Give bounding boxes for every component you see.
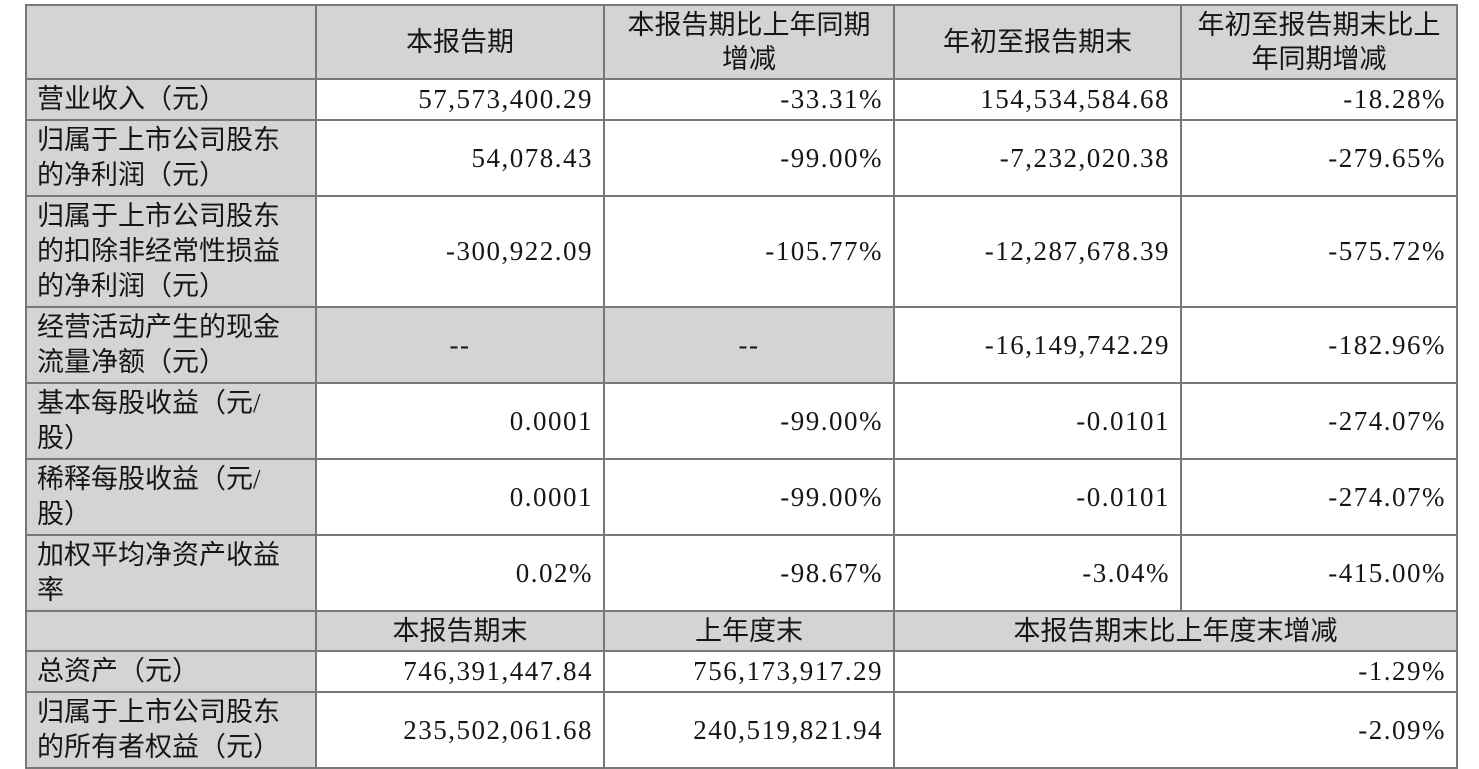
- row-basic-eps: 基本每股收益（元/ 股） 0.0001 -99.00% -0.0101 -274…: [25, 382, 1458, 460]
- value-ytd-vs: -274.07%: [1180, 458, 1458, 536]
- row-total-assets: 总资产（元） 746,391,447.84 756,173,917.29 -1.…: [25, 650, 1458, 693]
- row-label: 归属于上市公司股东 的所有者权益（元）: [25, 691, 317, 769]
- table-subheader-row: 本报告期末 上年度末 本报告期末比上年度末增减: [25, 610, 1458, 652]
- value-ytd-vs: -274.07%: [1180, 382, 1458, 460]
- value-ytd-vs: -575.72%: [1180, 195, 1458, 308]
- row-label: 稀释每股收益（元/ 股）: [25, 458, 317, 536]
- value-current-vs: -98.67%: [603, 534, 895, 612]
- header-current-period-yoy: 本报告期比上年同期 增减: [603, 4, 895, 80]
- row-operating-revenue: 营业收入（元） 57,573,400.29 -33.31% 154,534,58…: [25, 78, 1458, 121]
- value-ytd: 154,534,584.68: [893, 78, 1182, 121]
- value-current-vs: -33.31%: [603, 78, 895, 121]
- row-label: 基本每股收益（元/ 股）: [25, 382, 317, 460]
- row-diluted-eps: 稀释每股收益（元/ 股） 0.0001 -99.00% -0.0101 -274…: [25, 458, 1458, 536]
- value-ytd-vs: -279.65%: [1180, 119, 1458, 197]
- value-current: 54,078.43: [315, 119, 605, 197]
- row-equity-attributable: 归属于上市公司股东 的所有者权益（元） 235,502,061.68 240,5…: [25, 691, 1458, 769]
- value-current: 0.0001: [315, 458, 605, 536]
- value-ytd: -16,149,742.29: [893, 306, 1182, 384]
- row-label: 营业收入（元）: [25, 78, 317, 121]
- subheader-period-end: 本报告期末: [315, 610, 605, 652]
- value-current: 57,573,400.29: [315, 78, 605, 121]
- financial-summary-table: 本报告期 本报告期比上年同期 增减 年初至报告期末 年初至报告期末比上 年同期增…: [25, 4, 1458, 769]
- row-net-profit-attributable: 归属于上市公司股东 的净利润（元） 54,078.43 -99.00% -7,2…: [25, 119, 1458, 197]
- table-header-row: 本报告期 本报告期比上年同期 增减 年初至报告期末 年初至报告期末比上 年同期增…: [25, 4, 1458, 80]
- value-ytd: -12,287,678.39: [893, 195, 1182, 308]
- value-ytd-vs: -18.28%: [1180, 78, 1458, 121]
- subheader-period-end-vs-prev: 本报告期末比上年度末增减: [893, 610, 1458, 652]
- row-label: 总资产（元）: [25, 650, 317, 693]
- header-blank-cell: [25, 4, 317, 80]
- value-period-end: 746,391,447.84: [315, 650, 605, 693]
- row-label: 归属于上市公司股东 的扣除非经常性损益 的净利润（元）: [25, 195, 317, 308]
- value-ytd: -0.0101: [893, 382, 1182, 460]
- value-current-vs: --: [603, 306, 895, 384]
- row-label: 经营活动产生的现金 流量净额（元）: [25, 306, 317, 384]
- value-current: 0.02%: [315, 534, 605, 612]
- value-ytd: -7,232,020.38: [893, 119, 1182, 197]
- header-current-period: 本报告期: [315, 4, 605, 80]
- header-ytd-yoy: 年初至报告期末比上 年同期增减: [1180, 4, 1458, 80]
- row-label: 归属于上市公司股东 的净利润（元）: [25, 119, 317, 197]
- value-current-vs: -105.77%: [603, 195, 895, 308]
- value-ytd-vs: -182.96%: [1180, 306, 1458, 384]
- value-current: 0.0001: [315, 382, 605, 460]
- value-current: --: [315, 306, 605, 384]
- subheader-blank-cell: [25, 610, 317, 652]
- row-label: 加权平均净资产收益 率: [25, 534, 317, 612]
- row-net-profit-excl-nonrecurring: 归属于上市公司股东 的扣除非经常性损益 的净利润（元） -300,922.09 …: [25, 195, 1458, 308]
- value-ytd-vs: -415.00%: [1180, 534, 1458, 612]
- row-weighted-avg-roe: 加权平均净资产收益 率 0.02% -98.67% -3.04% -415.00…: [25, 534, 1458, 612]
- value-current-vs: -99.00%: [603, 458, 895, 536]
- subheader-prev-year-end: 上年度末: [603, 610, 895, 652]
- value-vs-prev-year-end: -2.09%: [893, 691, 1458, 769]
- value-prev-year-end: 240,519,821.94: [603, 691, 895, 769]
- value-vs-prev-year-end: -1.29%: [893, 650, 1458, 693]
- row-operating-cash-flow: 经营活动产生的现金 流量净额（元） -- -- -16,149,742.29 -…: [25, 306, 1458, 384]
- header-ytd: 年初至报告期末: [893, 4, 1182, 80]
- value-current: -300,922.09: [315, 195, 605, 308]
- value-prev-year-end: 756,173,917.29: [603, 650, 895, 693]
- value-ytd: -3.04%: [893, 534, 1182, 612]
- value-period-end: 235,502,061.68: [315, 691, 605, 769]
- value-current-vs: -99.00%: [603, 119, 895, 197]
- value-current-vs: -99.00%: [603, 382, 895, 460]
- value-ytd: -0.0101: [893, 458, 1182, 536]
